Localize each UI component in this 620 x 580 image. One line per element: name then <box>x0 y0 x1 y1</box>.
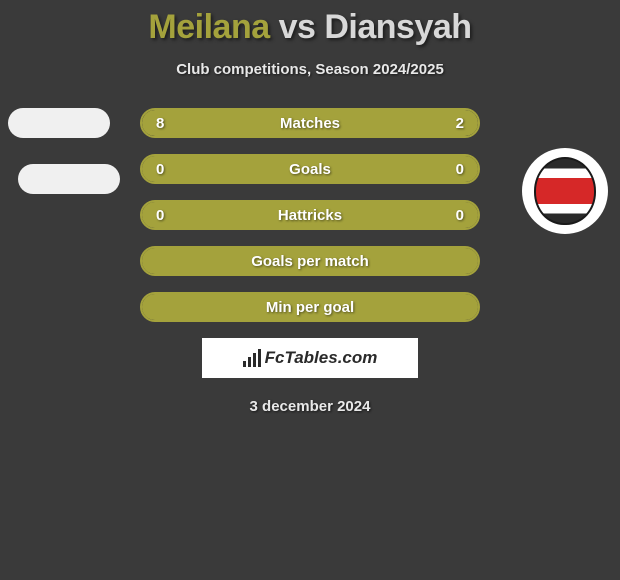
stat-value-right: 2 <box>456 115 464 132</box>
stat-row-goals: 0 Goals 0 <box>140 154 480 184</box>
stat-row-min-per-goal: Min per goal <box>140 292 480 322</box>
stat-label: Hattricks <box>142 207 478 224</box>
infographic-container: Meilana vs Diansyah Club competitions, S… <box>0 0 620 415</box>
stat-value-right: 0 <box>456 161 464 178</box>
stat-label: Matches <box>142 115 478 132</box>
player-a-avatar-bottom <box>18 164 120 194</box>
date-label: 3 december 2024 <box>0 398 620 415</box>
season-subtitle: Club competitions, Season 2024/2025 <box>0 61 620 78</box>
club-badge-icon <box>534 157 596 225</box>
fctables-label: FcTables.com <box>265 348 378 368</box>
stat-label: Goals <box>142 161 478 178</box>
bars-icon <box>243 349 261 367</box>
player-a-name: Meilana <box>148 8 269 46</box>
stat-value-right: 0 <box>456 207 464 224</box>
stat-label: Min per goal <box>142 299 478 316</box>
club-badge <box>522 148 608 234</box>
player-b-name: Diansyah <box>324 8 471 46</box>
comparison-title: Meilana vs Diansyah <box>0 8 620 47</box>
stat-row-hattricks: 0 Hattricks 0 <box>140 200 480 230</box>
stat-label: Goals per match <box>142 253 478 270</box>
fctables-badge[interactable]: FcTables.com <box>202 338 418 378</box>
stat-row-goals-per-match: Goals per match <box>140 246 480 276</box>
player-a-avatar-top <box>8 108 110 138</box>
vs-label: vs <box>279 8 316 46</box>
stat-rows: 8 Matches 2 0 Goals 0 0 Hattricks 0 Goal… <box>140 108 480 322</box>
stat-row-matches: 8 Matches 2 <box>140 108 480 138</box>
stats-area: 8 Matches 2 0 Goals 0 0 Hattricks 0 Goal… <box>0 108 620 322</box>
